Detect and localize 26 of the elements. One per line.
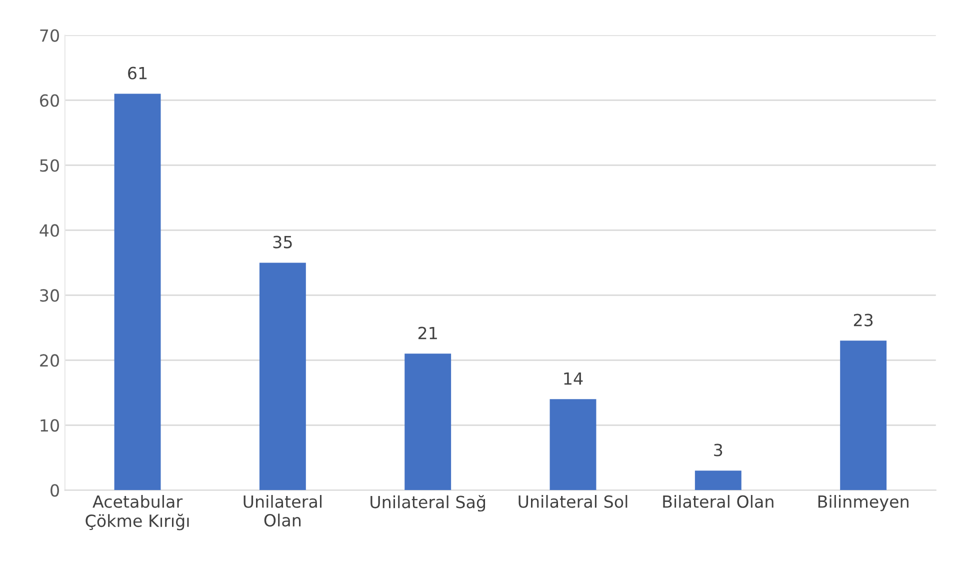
bar — [550, 399, 596, 490]
x-tick-label: Unilateral Sol — [518, 495, 628, 508]
bar — [259, 262, 306, 490]
data-label: 35 — [273, 236, 292, 248]
y-tick-label: 20 — [40, 354, 59, 367]
y-tick-label: 60 — [40, 94, 59, 107]
bar — [404, 354, 452, 490]
data-label: 14 — [564, 372, 583, 385]
bar — [840, 340, 887, 490]
x-tick-label: Bilateral Olan — [663, 495, 774, 508]
y-tick-label: 10 — [40, 419, 59, 432]
y-tick-label: 70 — [40, 29, 59, 42]
data-label: 21 — [418, 326, 437, 340]
data-label: 23 — [854, 314, 873, 326]
y-tick-label: 40 — [40, 224, 59, 237]
y-tick-label: 0 — [50, 484, 59, 497]
data-label: 61 — [128, 66, 147, 80]
x-tick-label: Acetabular Çökme Kırığı — [86, 495, 189, 530]
bar — [114, 94, 161, 490]
y-tick-label: 50 — [40, 159, 59, 172]
x-tick-label: Unilateral Sağ — [370, 495, 486, 512]
y-tick-label: 30 — [40, 289, 59, 302]
bar — [694, 470, 742, 490]
x-tick-label: Bilinmeyen — [818, 495, 908, 512]
data-label: 3 — [714, 444, 722, 456]
x-tick-label: Unilateral Olan — [244, 495, 322, 527]
